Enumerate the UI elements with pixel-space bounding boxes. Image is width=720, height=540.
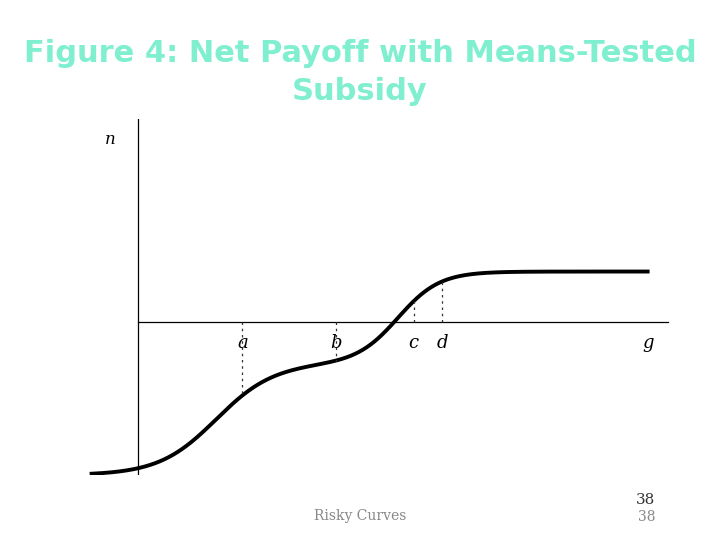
- Text: a: a: [237, 334, 248, 352]
- Text: 38: 38: [636, 492, 655, 507]
- Text: Risky Curves: Risky Curves: [314, 509, 406, 523]
- Text: g: g: [642, 334, 653, 352]
- Text: n: n: [104, 131, 115, 147]
- Text: Subsidy: Subsidy: [292, 77, 428, 106]
- Text: d: d: [436, 334, 448, 352]
- Text: Figure 4: Net Payoff with Means-Tested: Figure 4: Net Payoff with Means-Tested: [24, 39, 696, 69]
- Text: c: c: [409, 334, 419, 352]
- Text: b: b: [330, 334, 341, 352]
- Text: 38: 38: [638, 510, 655, 524]
